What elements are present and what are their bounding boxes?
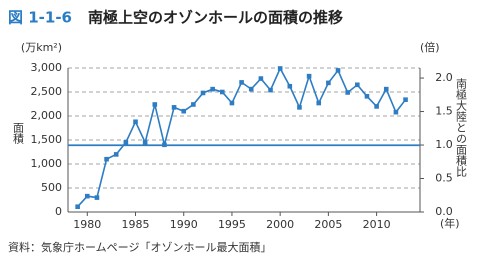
data-point <box>374 104 379 109</box>
y2-tick-label: 0.5 <box>435 172 453 185</box>
y-tick-label: 500 <box>41 181 62 194</box>
data-point <box>229 100 235 106</box>
data-point <box>297 105 302 110</box>
data-point <box>191 102 196 107</box>
data-point <box>75 204 80 210</box>
x-unit: (年) <box>440 216 460 230</box>
data-point <box>104 156 109 162</box>
x-tick-label: 2010 <box>363 218 391 231</box>
data-point <box>306 73 312 79</box>
data-point <box>335 68 341 73</box>
x-tick-label: 2005 <box>314 218 342 231</box>
x-tick-label: 1995 <box>218 218 246 231</box>
x-tick-label: 1990 <box>170 218 198 231</box>
data-point <box>142 140 148 145</box>
y2-tick-label: 0.0 <box>435 205 453 218</box>
data-point <box>393 109 399 115</box>
data-point <box>345 90 350 95</box>
y2-unit: (倍) <box>420 40 440 54</box>
y-tick-label: 1,500 <box>31 133 63 146</box>
chart-title: 南極上空のオゾンホールの面積の推移 <box>88 9 343 27</box>
data-point <box>248 86 254 92</box>
x-tick-label: 1985 <box>122 218 150 231</box>
y-tick-label: 0 <box>55 205 62 218</box>
y2-axis-label: 南極大陸との面積比 <box>455 78 468 177</box>
figure-label: 図 1-1-6 <box>8 9 72 27</box>
y-unit: (万km²) <box>21 41 62 54</box>
y2-tick-label: 1.5 <box>435 105 453 118</box>
data-point <box>113 152 119 157</box>
y2-tick-label: 2.0 <box>435 71 453 84</box>
y-tick-label: 2,500 <box>31 85 63 98</box>
data-point <box>220 89 225 95</box>
data-point <box>152 102 158 107</box>
data-line <box>77 66 407 208</box>
data-point <box>268 87 273 93</box>
source: 資料：気象庁ホームページ「オゾンホール最大面積」 <box>8 240 271 254</box>
y-axis-label: 面積 <box>12 122 25 145</box>
y2-tick-label: 1.0 <box>435 138 453 151</box>
data-point <box>403 97 408 102</box>
data-point <box>162 142 167 148</box>
data-point <box>326 80 331 86</box>
y-tick-label: 3,000 <box>31 61 63 74</box>
data-point <box>316 100 322 106</box>
data-point <box>239 80 244 85</box>
data-point <box>364 94 370 99</box>
data-point <box>258 76 264 81</box>
data-point <box>355 82 360 88</box>
data-point <box>200 90 206 96</box>
data-point <box>84 193 90 199</box>
data-point <box>171 105 177 110</box>
x-tick-label: 2000 <box>266 218 294 231</box>
data-point <box>383 86 389 92</box>
data-point <box>287 83 293 89</box>
y-tick-label: 1,000 <box>31 157 63 170</box>
data-point <box>181 108 187 114</box>
data-point <box>210 86 215 92</box>
data-point <box>94 195 100 200</box>
y-tick-label: 2,000 <box>31 109 63 122</box>
x-tick-label: 1980 <box>73 218 101 231</box>
data-point <box>123 140 129 145</box>
data-point <box>133 119 138 125</box>
data-point <box>277 66 283 71</box>
